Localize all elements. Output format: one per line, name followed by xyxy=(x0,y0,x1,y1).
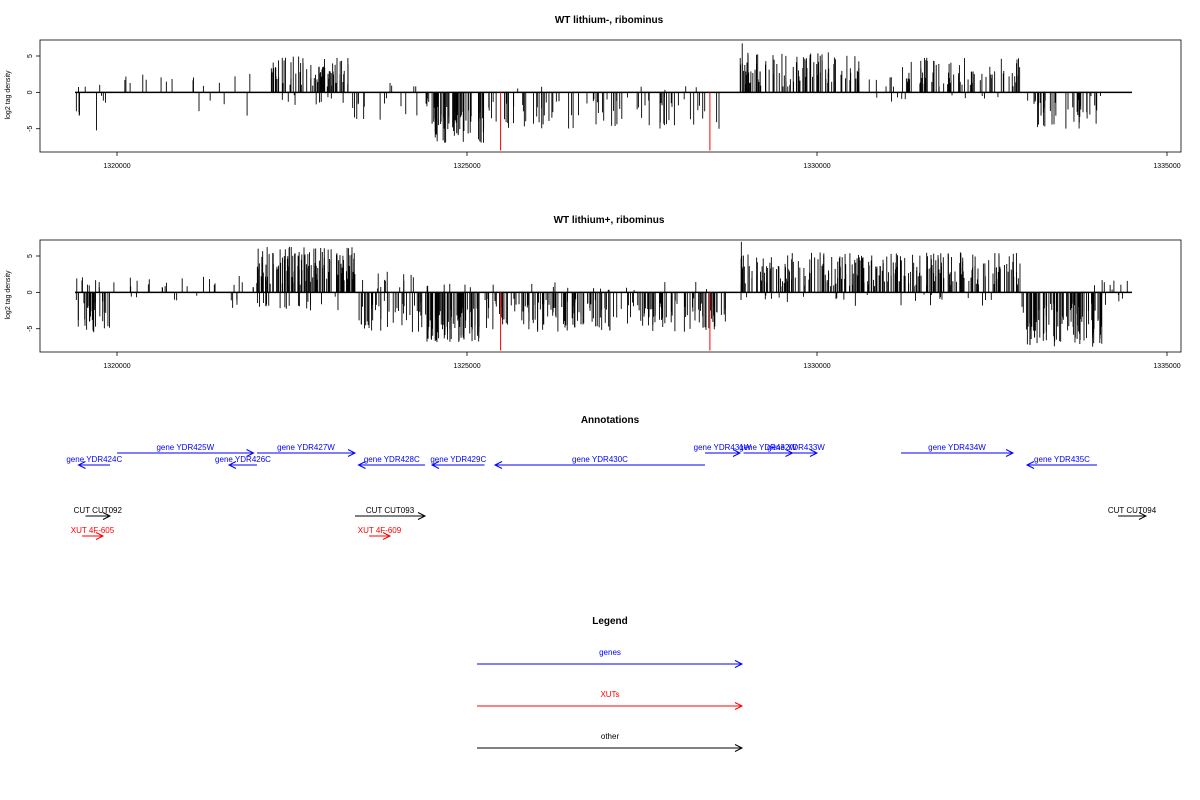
feature-label: gene YDR435C xyxy=(1034,455,1090,464)
x-tick-label: 1335000 xyxy=(1153,363,1180,370)
x-tick-label: 1335000 xyxy=(1153,163,1180,170)
legend-title: Legend xyxy=(592,616,628,627)
x-tick-label: 1325000 xyxy=(453,363,480,370)
feature-arrow xyxy=(493,461,705,469)
feature-arrow xyxy=(257,449,357,457)
feature-arrow xyxy=(901,449,1015,457)
feature-label: gene YDR432W xyxy=(739,443,797,452)
feature-arrow xyxy=(85,512,112,520)
legend-arrow xyxy=(477,660,744,668)
x-tick-label: 1320000 xyxy=(103,363,130,370)
x-tick-label: 1330000 xyxy=(803,163,830,170)
y-tick-label: -5 xyxy=(27,326,34,332)
x-tick-label: 1325000 xyxy=(453,163,480,170)
feature-label: XUT 4F-609 xyxy=(358,526,402,535)
feature-arrow xyxy=(1025,461,1097,469)
panel-title: WT lithium-, ribominus xyxy=(555,15,664,26)
feature-arrow xyxy=(77,461,110,469)
x-tick-label: 1320000 xyxy=(103,163,130,170)
y-axis-label: log2 tag density xyxy=(5,270,12,320)
y-tick-label: 0 xyxy=(27,290,34,294)
y-axis: -5 0 5 xyxy=(27,254,40,332)
x-axis: 1320000 1325000 1330000 1335000 xyxy=(103,152,1181,170)
feature-label: gene YDR430C xyxy=(572,455,628,464)
y-tick-label: 5 xyxy=(27,254,34,258)
legend-label: other xyxy=(601,732,620,741)
feature-label: gene YDR427W xyxy=(277,443,335,452)
x-axis: 1320000 1325000 1330000 1335000 xyxy=(103,352,1181,370)
panel-title: WT lithium+, ribominus xyxy=(554,215,665,226)
feature-arrow xyxy=(705,449,742,457)
feature-arrow xyxy=(369,532,392,540)
data-bars xyxy=(75,43,1102,143)
red-markers xyxy=(500,292,711,351)
x-tick-label: 1330000 xyxy=(803,363,830,370)
feature-label: CUT CUT092 xyxy=(74,506,123,515)
feature-label: gene YDR426C xyxy=(215,455,271,464)
feature-label: CUT CUT094 xyxy=(1108,506,1157,515)
annotations-title: Annotations xyxy=(581,415,640,426)
feature-arrow xyxy=(430,461,485,469)
feature-label: gene YDR434W xyxy=(928,443,986,452)
y-tick-label: -5 xyxy=(27,126,34,132)
feature-label: CUT CUT093 xyxy=(366,506,415,515)
feature-label: gene YDR425W xyxy=(156,443,214,452)
legend-label: XUTs xyxy=(600,690,619,699)
y-tick-label: 5 xyxy=(27,54,34,58)
feature-arrow xyxy=(117,449,255,457)
feature-arrow xyxy=(355,512,427,520)
legend-label: genes xyxy=(599,648,621,657)
legend-panel: Legend genes XUTs other xyxy=(477,616,744,752)
legend-arrow xyxy=(477,744,744,752)
feature-arrow xyxy=(357,461,425,469)
red-markers xyxy=(500,92,711,151)
feature-label: gene YDR429C xyxy=(430,455,486,464)
feature-label: gene YDR431W xyxy=(694,443,752,452)
feature-arrow xyxy=(1118,512,1148,520)
feature-label: gene YDR433W xyxy=(767,443,825,452)
legend-arrow xyxy=(477,702,744,710)
track-panel-lithium-minus: WT lithium-, ribominus log2 tag density … xyxy=(5,15,1182,170)
plot-frame xyxy=(39,239,1182,353)
feature-label: gene YDR428C xyxy=(364,455,420,464)
feature-arrow xyxy=(775,449,819,457)
feature-arrow xyxy=(227,461,257,469)
data-bars xyxy=(75,241,1128,347)
y-axis: -5 0 5 xyxy=(27,54,40,132)
y-tick-label: 0 xyxy=(27,90,34,94)
y-axis-label: log2 tag density xyxy=(5,70,12,120)
plot-frame xyxy=(39,39,1182,153)
feature-label: gene YDR424C xyxy=(66,455,122,464)
legend-items: genes XUTs other xyxy=(477,648,744,752)
track-panel-lithium-plus: WT lithium+, ribominus log2 tag density … xyxy=(5,215,1182,370)
feature-label: XUT 4F-605 xyxy=(71,526,115,535)
feature-arrow xyxy=(82,532,105,540)
